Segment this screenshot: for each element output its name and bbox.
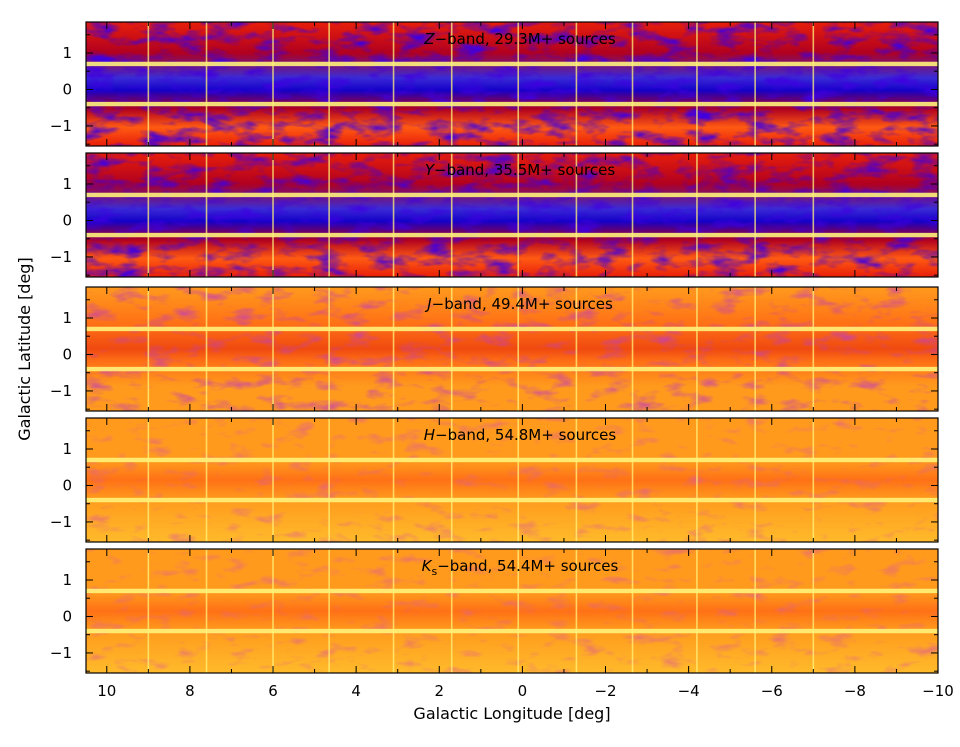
y-tick-label: 0 <box>62 211 72 229</box>
panel-j-band: 1 0 −1 J−band, 49.4M+ sources <box>50 286 939 412</box>
y-tick-label: 1 <box>62 44 72 62</box>
panel-frame <box>85 286 939 412</box>
dust-structure <box>86 418 938 542</box>
tile-seam-horizontal <box>86 192 938 198</box>
panel-label: H−band, 54.8M+ sources <box>424 426 617 444</box>
x-tick-label: −2 <box>594 682 616 700</box>
panel-label: Y−band, 35.5M+ sources <box>425 161 616 179</box>
band-letter: J <box>424 295 431 313</box>
x-tick-label: 6 <box>268 682 278 700</box>
band-description: −band, 54.4M+ sources <box>437 557 618 575</box>
tile-seam-horizontal <box>86 232 938 238</box>
x-tick-label: −6 <box>761 682 783 700</box>
panel-frame <box>85 21 939 147</box>
y-tick-label: 0 <box>62 345 72 363</box>
panel-frame <box>85 548 939 674</box>
y-axis-title: Galactic Latitude [deg] <box>15 257 34 440</box>
y-tick-label: 0 <box>62 607 72 625</box>
x-tick-label: 0 <box>518 682 528 700</box>
tile-seam-horizontal <box>86 61 938 67</box>
band-description: −band, 49.4M+ sources <box>432 295 613 313</box>
tile-seam-horizontal <box>86 497 938 503</box>
band-letter: K <box>422 557 433 575</box>
x-tick-label: −4 <box>678 682 700 700</box>
y-tick-label: 1 <box>62 309 72 327</box>
y-tick-label: −1 <box>50 117 72 135</box>
y-tick-label: −1 <box>50 513 72 531</box>
tile-seam-horizontal <box>86 588 938 594</box>
tile-seam-horizontal <box>86 326 938 332</box>
dust-structure <box>86 153 938 277</box>
band-description: −band, 54.8M+ sources <box>435 426 616 444</box>
panel-z-band: 1 0 −1 Z−band, 29.3M+ sources <box>50 21 939 147</box>
panel-frame <box>85 152 939 278</box>
y-tick-label: 0 <box>62 476 72 494</box>
x-tick-label: −8 <box>844 682 866 700</box>
y-tick-label: 1 <box>62 571 72 589</box>
panel-h-band: 1 0 −1 H−band, 54.8M+ sources <box>50 417 939 543</box>
panel-y-band: 1 0 −1 Y−band, 35.5M+ sources <box>50 152 939 278</box>
tile-seam-horizontal <box>86 366 938 372</box>
panels: 1 0 −1 Z−band, 29.3M+ sources 1 0 −1 Y−band, 35… <box>50 21 939 674</box>
dust-structure <box>86 549 938 673</box>
band-letter: Z <box>423 30 435 48</box>
tile-seam-horizontal <box>86 457 938 463</box>
x-tick-label: 10 <box>97 682 116 700</box>
x-axis-title: Galactic Longitude [deg] <box>413 704 610 723</box>
y-tick-label: 1 <box>62 175 72 193</box>
x-tick-label: 2 <box>434 682 444 700</box>
band-subscript: s <box>431 565 437 578</box>
band-description: −band, 29.3M+ sources <box>435 30 616 48</box>
panel-frame <box>85 417 939 543</box>
band-letter: H <box>424 426 435 444</box>
x-tick-label: 8 <box>185 682 195 700</box>
x-tick-label: −10 <box>922 682 954 700</box>
panel-ks-band: 1 0 −1 Ks−band, 54.4M+ sources <box>50 548 939 674</box>
y-tick-label: −1 <box>50 248 72 266</box>
tile-seam-horizontal <box>86 101 938 107</box>
dust-structure <box>86 22 938 146</box>
band-letter: Y <box>425 161 436 179</box>
panel-label: J−band, 49.4M+ sources <box>424 295 613 313</box>
tile-seam-horizontal <box>86 628 938 634</box>
dust-structure <box>86 287 938 411</box>
x-tick-label: 4 <box>351 682 361 700</box>
x-axis: 10 8 6 4 2 0 −2 −4 −6 −8 −10 <box>97 682 954 700</box>
y-tick-label: 0 <box>62 80 72 98</box>
y-tick-label: −1 <box>50 382 72 400</box>
y-tick-label: 1 <box>62 440 72 458</box>
y-tick-label: −1 <box>50 644 72 662</box>
band-description: −band, 35.5M+ sources <box>434 161 615 179</box>
panel-label: Ks−band, 54.4M+ sources <box>422 557 619 578</box>
panel-label: Z−band, 29.3M+ sources <box>423 30 616 48</box>
